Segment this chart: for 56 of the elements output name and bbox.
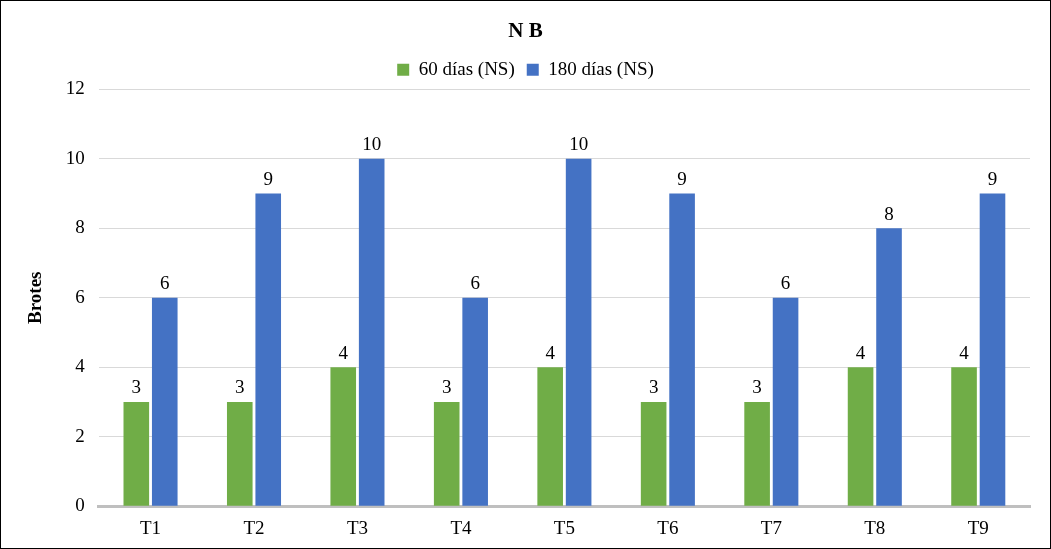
x-tick-label: T6 [657,516,679,538]
bar [255,193,282,506]
data-label: 3 [235,376,245,398]
bar [123,401,150,506]
bar [226,401,253,506]
x-tick-label: T9 [967,516,989,538]
y-tick-label: 12 [65,77,85,99]
data-label: 6 [780,272,791,294]
bar [433,401,460,506]
x-tick-label: T3 [346,516,369,538]
y-tick-label: 2 [75,424,85,446]
chart-title: N B [508,18,543,43]
data-label: 10 [569,133,589,155]
bar [330,367,357,506]
data-label: 10 [362,133,382,155]
bar [669,193,695,506]
bar [358,158,385,506]
bar [640,401,667,506]
data-label: 3 [441,376,452,398]
data-label: 9 [987,167,998,189]
data-label: 9 [263,167,273,189]
data-label: 4 [855,341,866,363]
bar [847,367,874,506]
y-tick-label: 0 [75,494,85,516]
bar [979,193,1006,506]
data-label: 6 [160,272,170,294]
data-label: 8 [884,202,894,224]
data-label: 4 [338,341,349,363]
data-label: 3 [131,376,142,398]
data-label: 3 [752,376,762,398]
x-tick-label: T4 [450,516,472,538]
data-label: 4 [959,341,970,363]
bar [744,401,770,506]
y-tick-label: 10 [65,146,85,168]
x-tick-label: T8 [864,516,886,538]
bar [772,297,799,506]
legend-label: 180 días (NS) [548,57,654,80]
bar [462,297,488,506]
bar [151,297,178,506]
bar [951,367,977,506]
data-label: 9 [677,167,687,189]
bar [565,158,592,506]
bar [537,367,563,506]
legend-label: 60 días (NS) [418,57,515,80]
y-tick-label: 4 [75,355,86,377]
bar [876,228,902,506]
x-tick-label: T1 [139,516,162,538]
y-tick-label: 6 [75,285,85,307]
x-tick-label: T7 [760,516,782,538]
data-label: 4 [545,341,556,363]
y-tick-label: 8 [75,216,85,238]
data-label: 6 [470,272,480,294]
x-tick-label: T5 [553,516,575,538]
y-axis-title: Brotes [24,271,46,324]
data-label: 3 [648,376,659,398]
x-tick-label: T2 [243,516,265,538]
